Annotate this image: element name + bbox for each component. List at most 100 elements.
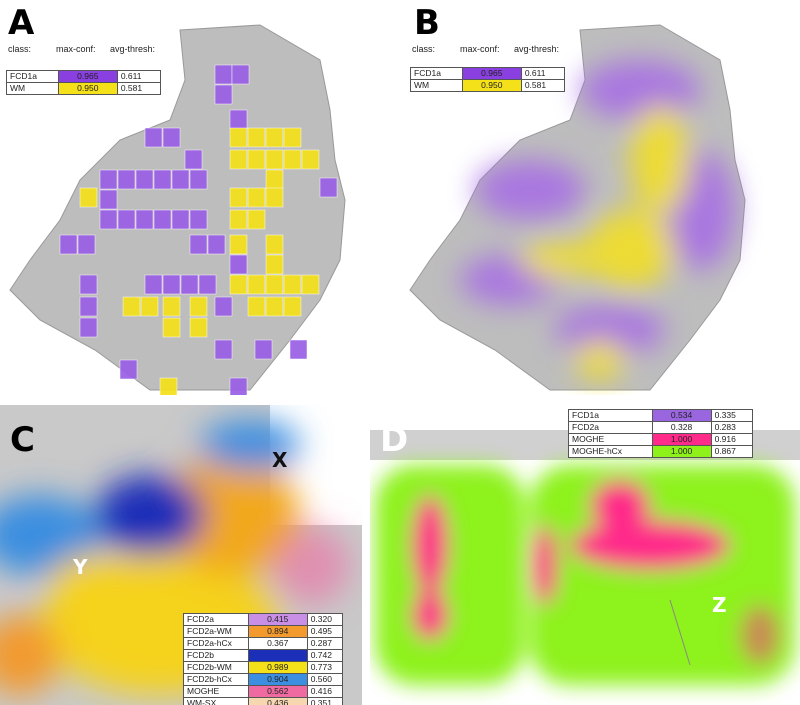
panel-d-label: D	[380, 420, 409, 460]
legend-table-c: FCD2a 0.415 0.320 FCD2a-WM 0.894 0.495 FCD2a-h…	[183, 613, 344, 705]
wm-tile	[283, 274, 302, 295]
legend-header-avg-thresh: avg-thresh:	[514, 44, 560, 54]
legend-color-swatch: 0.328	[651, 421, 712, 434]
fcd1a-tile	[214, 339, 233, 360]
legend-color-swatch: 0.436	[247, 697, 308, 705]
panel-b-tissue	[409, 24, 746, 391]
legend-row: FCD1a 0.965 0.611	[6, 70, 162, 83]
fcd1a-tile	[144, 274, 163, 295]
legend-row: WM 0.950 0.581	[410, 79, 566, 92]
wm-tile	[229, 127, 248, 148]
wm-tile	[189, 317, 208, 338]
fcd1a-tile	[144, 127, 163, 148]
legend-row: MOGHE-hCx 1.000 0.867	[568, 445, 754, 458]
legend-table-b: FCD1a 0.965 0.611 WM 0.950 0.581	[410, 67, 566, 92]
wm-tile	[229, 209, 248, 230]
fcd1a-tile	[189, 234, 208, 255]
wm-tile	[140, 296, 159, 317]
legend-color-swatch: 1.000	[651, 433, 712, 446]
wm-tile	[247, 296, 266, 317]
legend-header-class: class:	[8, 44, 32, 54]
fcd1a-tile	[214, 296, 233, 317]
wm-tile	[79, 187, 98, 208]
fcd1a-tile	[214, 64, 233, 85]
panel-a-label: A	[8, 3, 35, 43]
legend-row: MOGHE 1.000 0.916	[568, 433, 754, 446]
panel-c: C X Y FCD2a 0.415 0.320 FCD2a-WM 0.894 0.495 F…	[0, 405, 362, 705]
fcd1a-tile	[77, 234, 96, 255]
legend-row: FCD2a 0.415 0.320	[183, 613, 344, 626]
fcd1a-tile	[119, 359, 138, 380]
fcd1a-tile	[229, 109, 248, 130]
legend-row: FCD2b-WM 0.989 0.773	[183, 661, 344, 674]
wm-tile	[265, 149, 284, 170]
region-marker-x: X	[272, 448, 288, 472]
panel-c-label: C	[10, 420, 35, 460]
region-marker-y: Y	[73, 555, 88, 579]
wm-tile	[229, 234, 248, 255]
fcd1a-tile	[180, 274, 199, 295]
fcd1a-tile	[135, 169, 154, 190]
legend-row: FCD2b 0.742	[183, 649, 344, 662]
legend-row: FCD1a 0.965 0.611	[410, 67, 566, 80]
fcd1a-tile	[79, 274, 98, 295]
fcd1a-tile	[117, 209, 136, 230]
fcd1a-tile	[162, 274, 181, 295]
wm-tile	[265, 234, 284, 255]
fcd1a-tile	[229, 377, 248, 395]
wm-tile	[301, 149, 320, 170]
legend-row: FCD2b-hCx 0.904 0.560	[183, 673, 344, 686]
legend-color-swatch: 0.367	[247, 637, 308, 650]
wm-tile	[247, 187, 266, 208]
legend-color-swatch	[247, 649, 308, 662]
wm-tile	[265, 127, 284, 148]
legend-color-swatch: 0.415	[247, 613, 308, 626]
fcd1a-tile	[162, 127, 181, 148]
wm-tile	[229, 274, 248, 295]
wm-tile	[247, 127, 266, 148]
fcd1a-tile	[207, 234, 226, 255]
fcd1a-tile	[171, 209, 190, 230]
wm-tile	[247, 274, 266, 295]
wm-tile	[265, 296, 284, 317]
fcd1a-tile	[99, 189, 118, 210]
legend-color-swatch: 0.894	[247, 625, 308, 638]
legend-color-swatch: 0.562	[247, 685, 308, 698]
fcd1a-tile	[117, 169, 136, 190]
fcd1a-tile	[99, 209, 118, 230]
fcd1a-tile	[319, 177, 338, 198]
fcd1a-tile	[99, 169, 118, 190]
fcd1a-tile	[189, 169, 208, 190]
fcd1a-tile	[229, 254, 248, 275]
wm-tile	[162, 296, 181, 317]
fcd1a-tile	[135, 209, 154, 230]
region-marker-z: Z	[712, 593, 727, 617]
wm-tile	[247, 209, 266, 230]
legend-header-class: class:	[412, 44, 436, 54]
wm-tile	[229, 187, 248, 208]
fcd1a-tile	[184, 149, 203, 170]
legend-row: MOGHE 0.562 0.416	[183, 685, 344, 698]
legend-row: WM 0.950 0.581	[6, 82, 162, 95]
legend-row: FCD1a 0.534 0.335	[568, 409, 754, 422]
wm-tile	[229, 149, 248, 170]
wm-tile	[159, 377, 178, 395]
wm-tile	[265, 187, 284, 208]
fcd1a-tile	[171, 169, 190, 190]
fcd1a-tile	[153, 209, 172, 230]
fcd1a-tile	[79, 296, 98, 317]
fcd1a-tile	[231, 64, 250, 85]
legend-row: FCD2a-hCx 0.367 0.287	[183, 637, 344, 650]
fcd1a-tile	[59, 234, 78, 255]
panel-b-label: B	[414, 3, 440, 43]
legend-color-swatch: 0.904	[247, 673, 308, 686]
wm-tile	[162, 317, 181, 338]
panel-d: D Z FCD1a 0.534 0.335 FCD2a 0.328 0.283 MOGHE 1…	[370, 405, 800, 705]
legend-color-swatch: 1.000	[651, 445, 712, 458]
legend-row: WM-SX 0.436 0.351	[183, 697, 344, 705]
fcd1a-tile	[214, 84, 233, 105]
fcd1a-tile	[189, 209, 208, 230]
wm-tile	[265, 254, 284, 275]
legend-header-max-conf: max-conf:	[460, 44, 500, 54]
fcd1a-tile	[79, 317, 98, 338]
